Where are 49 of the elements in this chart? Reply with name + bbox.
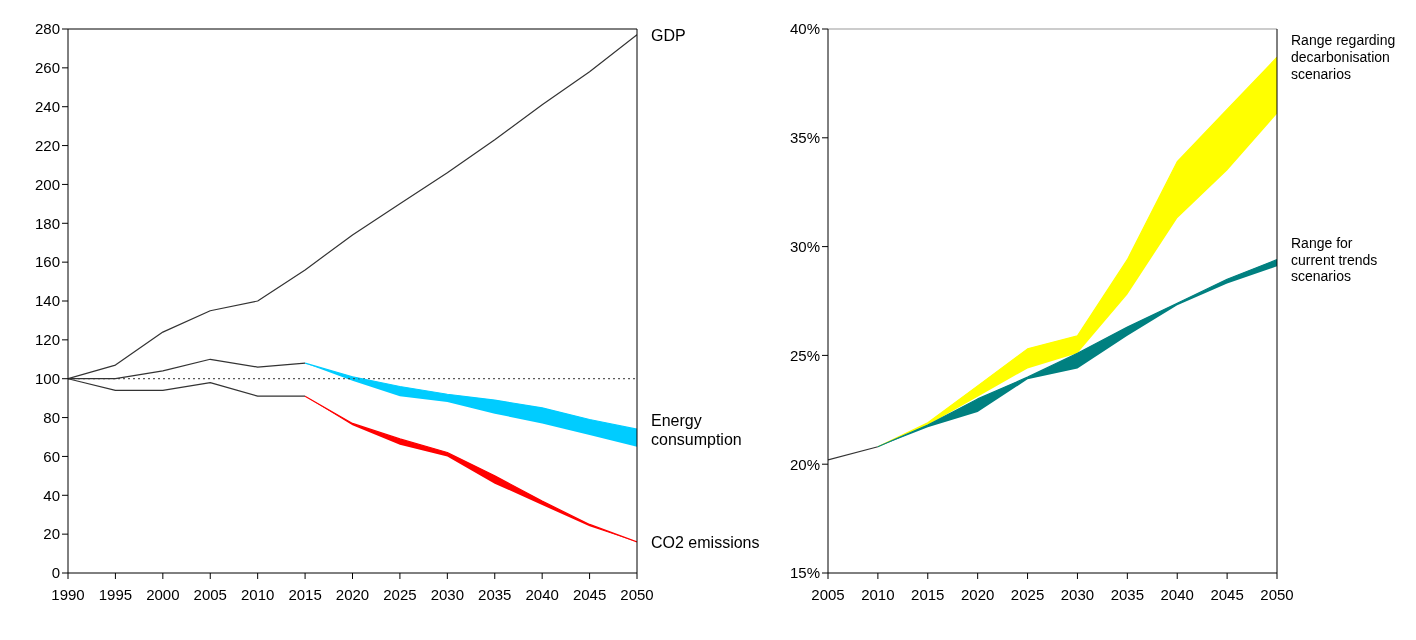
y-tick-label: 15%: [789, 564, 820, 582]
y-tick-label: 200: [34, 175, 60, 193]
x-tick-label: 2025: [1010, 585, 1045, 603]
y-tick-label: 180: [34, 214, 60, 232]
x-tick-label: 2005: [811, 585, 845, 603]
y-tick-label: 160: [34, 253, 60, 271]
y-tick-label: 25%: [789, 346, 820, 364]
y-tick-label: 60: [43, 447, 60, 465]
y-tick-label: 80: [43, 408, 60, 426]
x-tick-label: 1995: [98, 585, 133, 603]
y-tick-label: 260: [34, 59, 60, 77]
x-tick-label: 2045: [1210, 585, 1244, 603]
x-tick-label: 2010: [240, 585, 275, 603]
x-tick-label: 2045: [572, 585, 607, 603]
y-tick-label: 35%: [789, 129, 820, 147]
y-tick-label: 120: [34, 331, 60, 349]
series-label: Energy consumption: [651, 411, 742, 448]
x-tick-label: 2040: [525, 585, 559, 603]
y-tick-label: 220: [34, 136, 60, 154]
x-tick-label: 2020: [960, 585, 995, 603]
y-tick-label: 0: [51, 564, 60, 582]
y-tick-label: 20%: [789, 455, 820, 473]
x-tick-label: 2020: [335, 585, 370, 603]
y-tick-label: 40%: [789, 20, 820, 38]
x-tick-label: 2000: [146, 585, 180, 603]
x-tick-label: 2050: [620, 585, 654, 603]
x-tick-label: 2030: [1060, 585, 1095, 603]
x-tick-label: 2035: [478, 585, 512, 603]
y-tick-label: 100: [34, 370, 60, 388]
y-tick-label: 30%: [789, 237, 820, 255]
x-tick-label: 2030: [430, 585, 465, 603]
y-tick-label: 20: [43, 525, 60, 543]
y-tick-label: 140: [34, 292, 60, 310]
x-tick-label: 2015: [288, 585, 322, 603]
x-tick-label: 2050: [1260, 585, 1294, 603]
x-tick-label: 2040: [1160, 585, 1194, 603]
x-tick-label: 2015: [911, 585, 945, 603]
y-tick-label: 240: [34, 98, 60, 116]
x-tick-label: 1990: [51, 585, 85, 603]
x-tick-label: 2035: [1110, 585, 1145, 603]
y-tick-label: 40: [43, 486, 60, 504]
y-tick-label: 280: [34, 20, 60, 38]
series-label: Range regarding decarbonisation scenarios: [1291, 32, 1396, 83]
series-label: GDP: [651, 26, 686, 44]
x-tick-label: 2025: [383, 585, 417, 603]
x-tick-label: 2005: [193, 585, 227, 603]
x-tick-label: 2010: [861, 585, 895, 603]
series-label: Range for current trends scenarios: [1291, 234, 1378, 285]
series-label: CO2 emissions: [651, 533, 760, 551]
